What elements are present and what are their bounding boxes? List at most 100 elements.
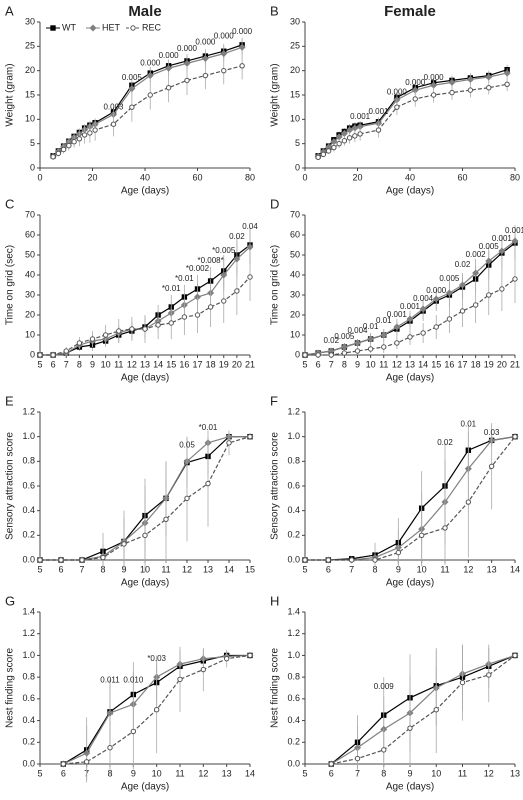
x-tick-label: 9 bbox=[90, 359, 95, 369]
x-tick-label: 11 bbox=[458, 768, 467, 778]
x-tick-label: 20 bbox=[232, 359, 242, 369]
panel-letter: H bbox=[270, 593, 279, 608]
marker bbox=[320, 151, 327, 158]
marker bbox=[346, 135, 353, 141]
y-tick-label: 5 bbox=[30, 138, 35, 148]
marker bbox=[184, 495, 190, 502]
y-tick-label: 50 bbox=[290, 249, 300, 259]
marker bbox=[247, 652, 253, 659]
x-tick-label: 5 bbox=[302, 359, 307, 369]
x-tick-label: 12 bbox=[182, 564, 192, 574]
marker bbox=[357, 131, 363, 137]
y-tick-label: 0.8 bbox=[287, 456, 300, 466]
annotation: 0.001 bbox=[492, 234, 513, 243]
x-tick-label: 20 bbox=[352, 172, 362, 182]
marker bbox=[380, 331, 388, 339]
marker bbox=[394, 104, 400, 110]
marker bbox=[442, 525, 448, 531]
marker bbox=[50, 352, 56, 358]
marker bbox=[472, 269, 480, 277]
x-tick-label: 5 bbox=[302, 768, 307, 778]
marker bbox=[194, 312, 201, 318]
y-axis-label: Nest finding score bbox=[5, 648, 16, 728]
y-tick-label: 0.2 bbox=[287, 737, 300, 747]
y-tick-label: 1.0 bbox=[22, 431, 35, 441]
x-tick-label: 7 bbox=[64, 359, 69, 369]
marker bbox=[234, 288, 240, 294]
x-tick-label: 15 bbox=[431, 359, 441, 369]
legend-marker bbox=[89, 24, 97, 32]
x-tick-label: 7 bbox=[329, 359, 334, 369]
marker bbox=[63, 348, 69, 354]
marker bbox=[499, 286, 505, 292]
y-tick-label: 1.4 bbox=[22, 606, 35, 616]
x-tick-label: 5 bbox=[37, 768, 42, 778]
x-tick-label: 20 bbox=[497, 359, 507, 369]
x-tick-label: 11 bbox=[161, 564, 170, 574]
x-tick-label: 7 bbox=[355, 768, 360, 778]
annotation: *0.01 bbox=[199, 423, 218, 432]
marker bbox=[100, 554, 106, 561]
x-axis-label: Age (days) bbox=[386, 186, 434, 197]
x-tick-label: 14 bbox=[224, 564, 234, 574]
marker bbox=[60, 146, 67, 153]
annotation: *0.005 bbox=[212, 246, 236, 255]
annotation: 0.000 bbox=[405, 78, 426, 87]
marker bbox=[81, 132, 88, 138]
y-tick-label: 30 bbox=[290, 289, 300, 299]
y-tick-label: 0.0 bbox=[22, 758, 35, 768]
x-tick-label: 12 bbox=[127, 359, 137, 369]
x-tick-label: 9 bbox=[131, 768, 136, 778]
marker bbox=[66, 142, 72, 149]
y-tick-label: 25 bbox=[25, 41, 35, 51]
x-tick-label: 80 bbox=[510, 172, 520, 182]
marker bbox=[221, 67, 227, 74]
series-line bbox=[330, 654, 516, 765]
x-tick-label: 19 bbox=[219, 359, 229, 369]
x-tick-label: 7 bbox=[349, 564, 354, 574]
annotation: 0.05 bbox=[179, 440, 195, 449]
x-tick-label: 12 bbox=[484, 768, 494, 778]
marker bbox=[205, 480, 211, 487]
marker bbox=[486, 85, 492, 91]
marker bbox=[498, 247, 506, 255]
series-line bbox=[317, 83, 508, 158]
x-tick-label: 17 bbox=[457, 359, 467, 369]
x-tick-label: 6 bbox=[51, 359, 56, 369]
marker bbox=[367, 335, 375, 343]
marker bbox=[239, 63, 245, 69]
marker bbox=[184, 77, 190, 84]
annotation: *0.03 bbox=[147, 654, 166, 663]
x-tick-label: 0 bbox=[302, 172, 307, 182]
marker bbox=[341, 350, 348, 356]
x-axis-label: Age (days) bbox=[386, 373, 434, 384]
series-line bbox=[52, 65, 243, 158]
marker bbox=[511, 237, 519, 245]
x-tick-label: 40 bbox=[140, 172, 150, 182]
panel-letter: A bbox=[5, 3, 14, 18]
marker bbox=[207, 304, 214, 310]
series-line bbox=[305, 436, 516, 561]
marker bbox=[353, 339, 362, 347]
y-tick-label: 15 bbox=[25, 89, 35, 99]
marker bbox=[325, 148, 332, 154]
marker bbox=[381, 344, 387, 350]
marker bbox=[226, 440, 232, 446]
marker bbox=[430, 92, 437, 98]
x-tick-label: 9 bbox=[407, 768, 412, 778]
legend-marker bbox=[130, 25, 136, 31]
marker bbox=[407, 725, 413, 731]
marker bbox=[146, 72, 154, 80]
y-tick-label: 1.0 bbox=[287, 431, 300, 441]
annotation: 0.000 bbox=[214, 32, 235, 41]
annotation: 0.000 bbox=[140, 58, 161, 67]
x-tick-label: 8 bbox=[372, 564, 377, 574]
marker bbox=[419, 305, 427, 313]
marker bbox=[445, 289, 453, 297]
annotation: 0.001 bbox=[505, 226, 523, 235]
y-tick-label: 40 bbox=[290, 269, 300, 279]
x-tick-label: 14 bbox=[245, 768, 255, 778]
x-tick-label: 11 bbox=[114, 359, 123, 369]
marker bbox=[60, 761, 67, 767]
x-axis-label: Age (days) bbox=[121, 578, 169, 589]
